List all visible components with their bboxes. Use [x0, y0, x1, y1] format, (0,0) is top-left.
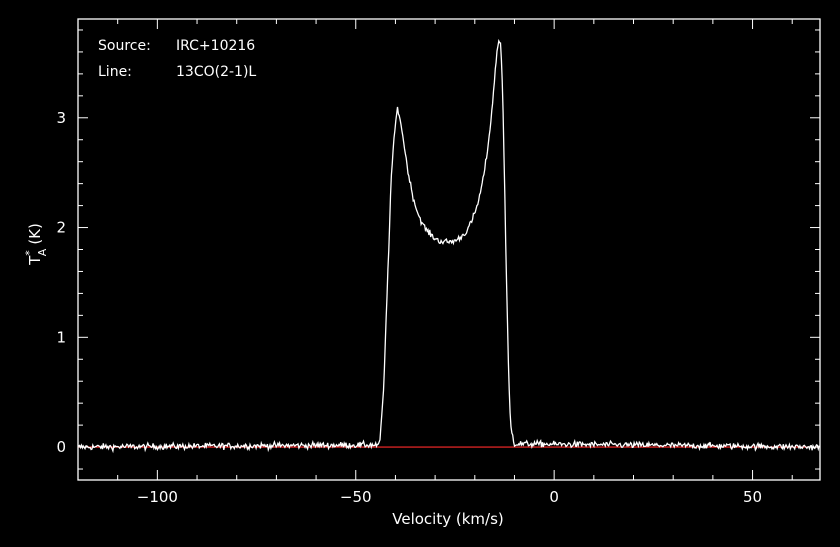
source-annotation: Source: IRC+10216	[98, 38, 255, 54]
line-annotation: Line: 13CO(2-1)L	[98, 64, 256, 80]
source-key: Source:	[98, 38, 151, 54]
y-axis-unit: (K)	[26, 223, 44, 245]
y-axis-title: T*A (K)	[23, 223, 49, 266]
x-tick-label: −100	[137, 488, 178, 506]
ticks: −100 −50 0 50 0 1 2 3	[56, 19, 820, 506]
source-value: IRC+10216	[176, 38, 255, 54]
y-tick-label: 1	[56, 328, 66, 346]
x-tick-label: 50	[743, 488, 762, 506]
y-tick-label: 3	[56, 109, 66, 127]
y-axis-base: T	[26, 255, 44, 266]
x-tick-label: 0	[549, 488, 559, 506]
line-key: Line:	[98, 64, 132, 80]
y-tick-label: 2	[56, 219, 66, 237]
x-tick-label: −50	[340, 488, 372, 506]
spectrum-line	[77, 38, 821, 454]
line-value: 13CO(2-1)L	[176, 64, 256, 80]
y-axis-superscript: *	[23, 250, 36, 256]
svg-text:T*A(K): T*A (K)	[23, 223, 49, 266]
y-tick-label: 0	[56, 438, 66, 456]
y-axis-subscript: A	[36, 248, 49, 256]
x-axis-title: Velocity (km/s)	[392, 510, 503, 528]
